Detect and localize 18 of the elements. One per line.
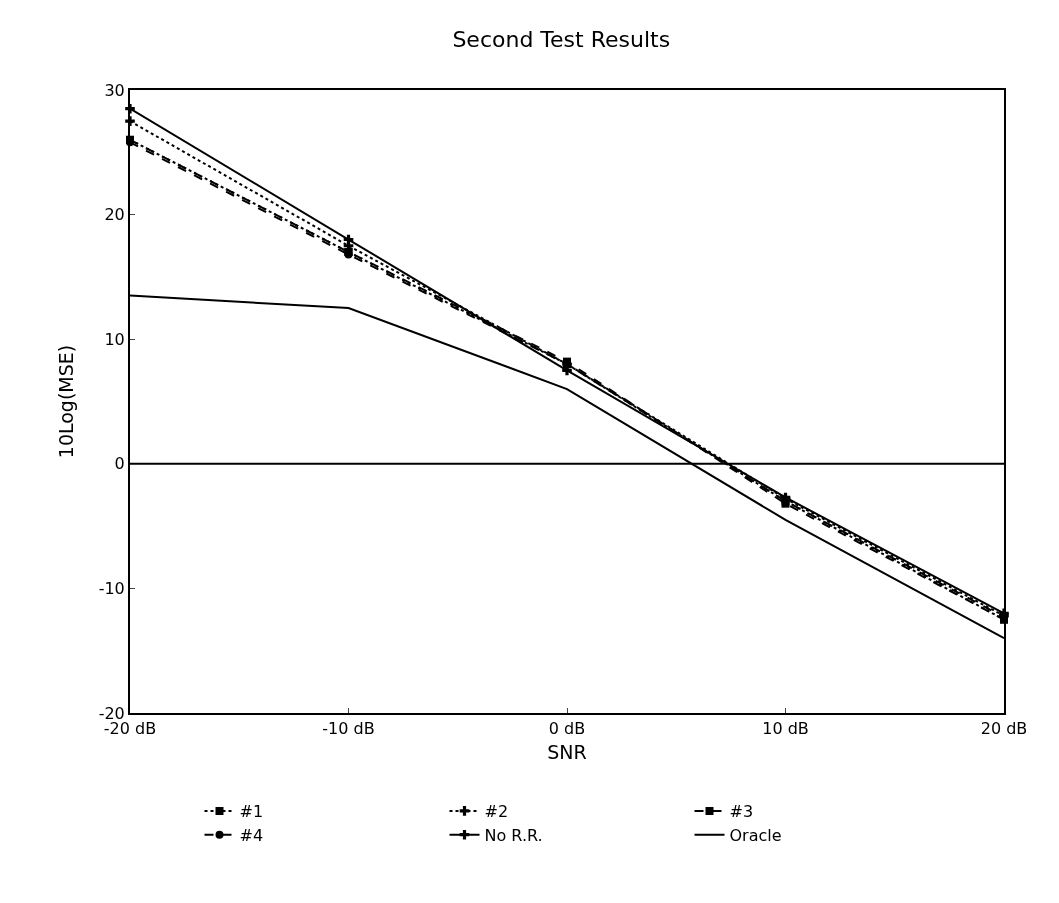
- legend-label: No R.R.: [484, 825, 543, 845]
- legend-label: #3: [729, 802, 754, 822]
- x-axis-title: SNR: [547, 740, 587, 763]
- x-tick-label: 10 dB: [762, 719, 809, 739]
- legend-label: #1: [239, 802, 264, 822]
- y-tick-label: -10: [98, 579, 125, 598]
- y-tick-label: 10: [104, 329, 125, 349]
- y-axis-title: 10Log(MSE): [55, 344, 78, 459]
- legend-label: Oracle: [729, 825, 782, 845]
- chart-title: Second Test Results: [452, 27, 671, 52]
- x-tick-label: 20 dB: [980, 719, 1028, 739]
- x-tick-label: 0 dB: [548, 719, 586, 739]
- legend-label: #2: [484, 802, 509, 822]
- y-tick-label: 0: [114, 454, 125, 474]
- x-tick-label: -10 dB: [322, 719, 375, 739]
- legend-label: #4: [239, 825, 264, 845]
- y-tick-label: 20: [104, 205, 125, 225]
- y-tick-label: 30: [104, 80, 125, 100]
